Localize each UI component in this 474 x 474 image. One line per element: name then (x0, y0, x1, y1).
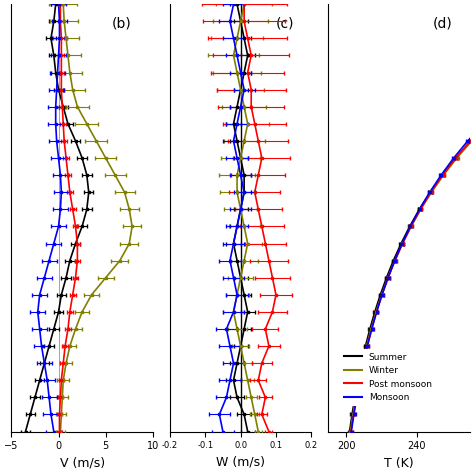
X-axis label: V (m/s): V (m/s) (60, 457, 105, 470)
X-axis label: W (m/s): W (m/s) (216, 456, 265, 469)
X-axis label: T (K): T (K) (384, 457, 414, 470)
Text: (b): (b) (112, 17, 132, 31)
Legend: Summer, Winter, Post monsoon, Monsoon: Summer, Winter, Post monsoon, Monsoon (340, 349, 436, 406)
Text: (c): (c) (276, 17, 294, 31)
Text: (d): (d) (433, 17, 453, 31)
